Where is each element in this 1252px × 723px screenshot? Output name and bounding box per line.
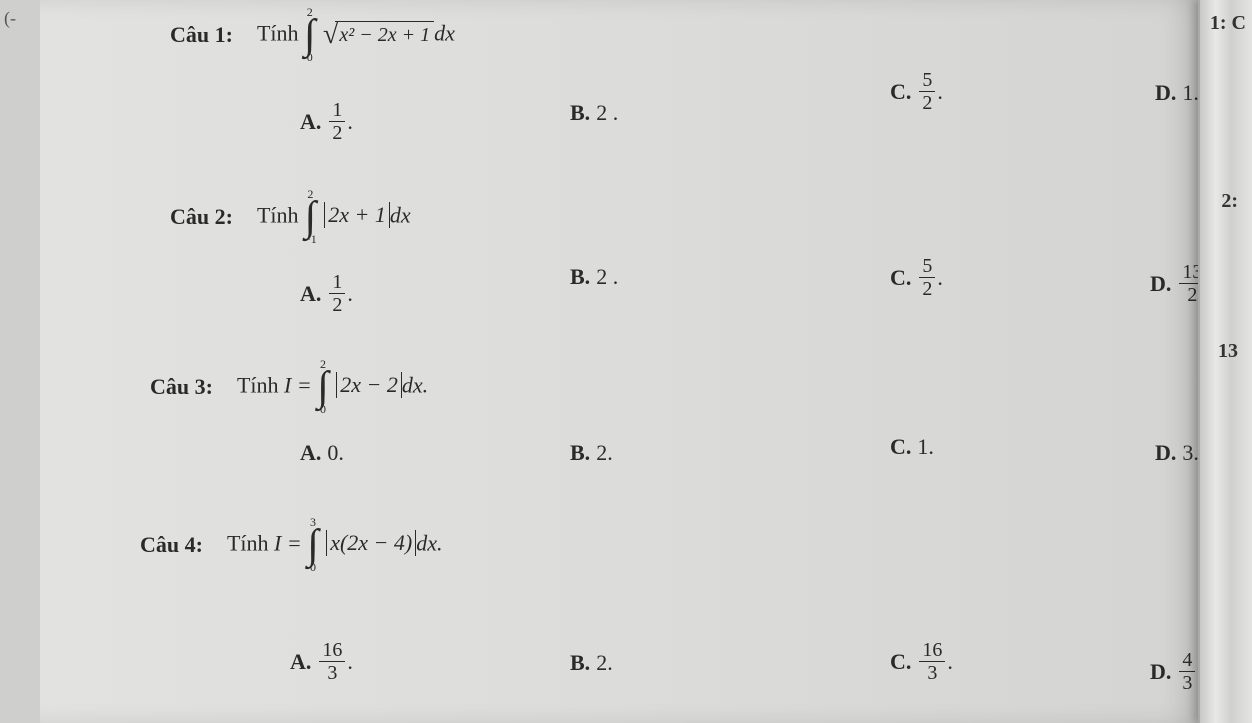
integral-icon: 2 ∫ 0 bbox=[317, 360, 329, 415]
q1-opt-d: D. 1. bbox=[1155, 80, 1199, 106]
q4-stem-prefix: Tính bbox=[227, 530, 274, 555]
q3-int-lower: 0 bbox=[320, 405, 326, 415]
q3-opt-c: C. 1. bbox=[890, 434, 934, 460]
integral-icon: 2 ∫ −1 bbox=[304, 190, 317, 245]
q1-opt-b: B. 2 . bbox=[570, 100, 618, 126]
fraction: 16 3 bbox=[919, 640, 945, 683]
q1-dx: dx bbox=[434, 20, 455, 45]
question-1: Câu 1: Tính 2 ∫ 0 √ x² − 2x + 1 dx bbox=[170, 8, 1170, 63]
q2-opt-c: C. 5 2 . bbox=[890, 256, 943, 299]
question-4: Câu 4: Tính I = 3 ∫ 0 x(2x − 4)dx. bbox=[140, 518, 1140, 573]
fraction: 5 2 bbox=[919, 256, 935, 299]
fraction: 1 2 bbox=[329, 272, 345, 315]
q4-opt-c: C. 16 3 . bbox=[890, 640, 953, 683]
q3-abs: 2x − 2 bbox=[336, 372, 402, 398]
q2-label: Câu 2: bbox=[170, 204, 233, 230]
question-2: Câu 2: Tính 2 ∫ −1 2x + 1dx bbox=[170, 190, 1170, 245]
q2-opt-b: B. 2 . bbox=[570, 264, 618, 290]
q3-opt-b: B. 2. bbox=[570, 440, 613, 466]
q2-opt-a: A. 1 2 . bbox=[300, 272, 353, 315]
fraction: 5 2 bbox=[919, 70, 935, 113]
q4-label: Câu 4: bbox=[140, 532, 203, 558]
sqrt-icon: √ x² − 2x + 1 bbox=[323, 21, 434, 49]
page-left-edge: (- bbox=[0, 0, 40, 723]
q4-opt-d: D. 4 3 . bbox=[1150, 650, 1203, 693]
q1-stem-prefix: Tính bbox=[257, 20, 304, 45]
q3-stem: Tính I = 2 ∫ 0 2x − 2dx. bbox=[237, 360, 428, 415]
q2-dx: dx bbox=[390, 202, 411, 227]
q4-int-lower: 0 bbox=[310, 563, 316, 573]
integral-icon: 2 ∫ 0 bbox=[304, 8, 316, 63]
q1-radicand: x² − 2x + 1 bbox=[335, 21, 434, 49]
q3-label: Câu 3: bbox=[150, 374, 213, 400]
q4-opt-a: A. 16 3 . bbox=[290, 640, 353, 683]
q2-stem-prefix: Tính bbox=[257, 202, 304, 227]
q1-label: Câu 1: bbox=[170, 22, 233, 48]
q3-Ieq: I = bbox=[284, 372, 317, 397]
q2-int-lower: −1 bbox=[304, 235, 317, 245]
page-surface: Câu 1: Tính 2 ∫ 0 √ x² − 2x + 1 dx A. 1 … bbox=[40, 0, 1200, 723]
q4-Ieq: I = bbox=[274, 530, 307, 555]
q1-int-lower: 0 bbox=[307, 53, 313, 63]
q4-opt-b: B. 2. bbox=[570, 650, 613, 676]
q3-dx: dx. bbox=[402, 372, 428, 397]
q4-abs: x(2x − 4) bbox=[326, 530, 416, 556]
right-margin-3: 13 bbox=[1218, 340, 1238, 363]
q4-stem: Tính I = 3 ∫ 0 x(2x − 4)dx. bbox=[227, 518, 443, 573]
q3-stem-prefix: Tính bbox=[237, 372, 284, 397]
q1-stem: Tính 2 ∫ 0 √ x² − 2x + 1 dx bbox=[257, 8, 455, 63]
q3-opt-d: D. 3. bbox=[1155, 440, 1199, 466]
fraction: 1 2 bbox=[329, 100, 345, 143]
page-right-edge: 1: C 2: 13 bbox=[1198, 0, 1252, 723]
q2-stem: Tính 2 ∫ −1 2x + 1dx bbox=[257, 190, 411, 245]
left-margin-mark: (- bbox=[4, 8, 16, 29]
q1-opt-a: A. 1 2 . bbox=[300, 100, 353, 143]
right-margin-2: 2: bbox=[1221, 190, 1238, 213]
fraction: 4 3 bbox=[1179, 650, 1195, 693]
fraction: 16 3 bbox=[319, 640, 345, 683]
q2-abs: 2x + 1 bbox=[324, 202, 390, 228]
question-3: Câu 3: Tính I = 2 ∫ 0 2x − 2dx. bbox=[150, 360, 1150, 415]
integral-icon: 3 ∫ 0 bbox=[307, 518, 319, 573]
q1-opt-c: C. 5 2 . bbox=[890, 70, 943, 113]
q4-dx: dx. bbox=[416, 530, 442, 555]
q3-opt-a: A. 0. bbox=[300, 440, 344, 466]
right-margin-1: 1: C bbox=[1210, 12, 1246, 35]
